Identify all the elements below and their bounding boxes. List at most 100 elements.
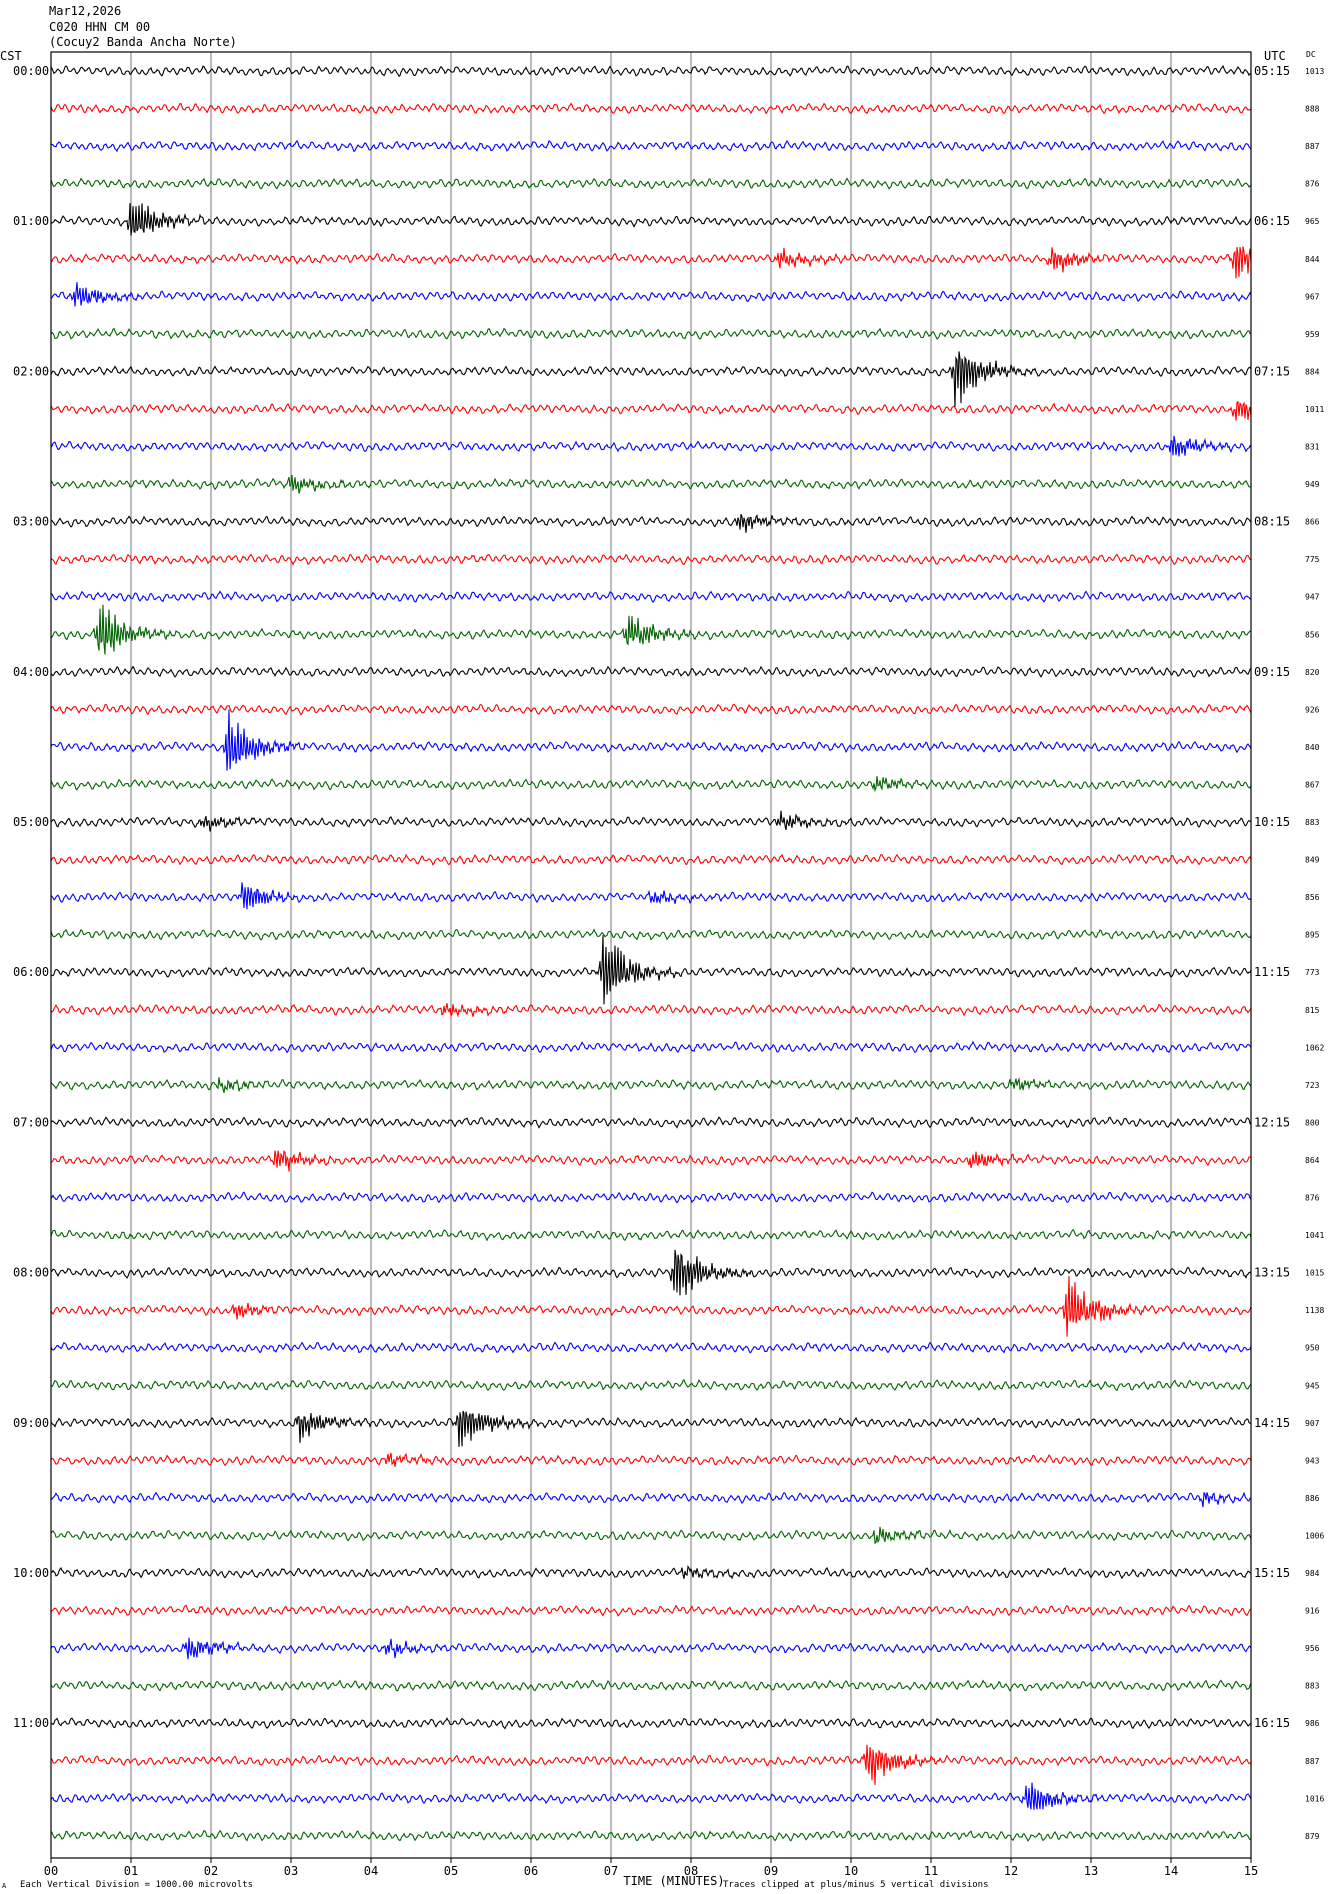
dc-value: 723 [1305,1081,1320,1090]
trace-line [50,1410,1252,1447]
x-tick-label: 09 [764,1864,778,1878]
cst-hour-label: 06:00 [13,965,49,979]
dc-value: 943 [1305,1456,1320,1465]
trace-line [50,1604,1252,1617]
dc-value: 965 [1305,217,1320,226]
trace-line [50,1150,1252,1172]
trace-line [50,514,1252,533]
dc-value: 926 [1305,705,1320,714]
dc-value: 967 [1305,292,1320,301]
x-tick-label: 04 [364,1864,378,1878]
dc-value: 876 [1305,180,1320,189]
trace-line [50,64,1252,78]
dc-value: 887 [1305,1757,1320,1766]
dc-value: 986 [1305,1719,1320,1728]
dc-value: 867 [1305,780,1320,789]
trace-line [50,853,1252,866]
dc-value: 883 [1305,1682,1320,1691]
dc-value: 884 [1305,367,1320,376]
dc-value: 866 [1305,518,1320,527]
utc-hour-label: 14:15 [1254,1416,1290,1430]
corner-mark: A [2,1882,7,1890]
dc-value: 831 [1305,443,1320,452]
trace-line [50,1452,1252,1467]
trace-group [50,64,1252,1842]
dc-value: 916 [1305,1607,1320,1616]
cst-hour-label: 08:00 [13,1266,49,1280]
trace-line [50,139,1252,153]
dc-value: 1041 [1305,1231,1324,1240]
clip-note: Traces clipped at plus/minus 5 vertical … [723,1880,989,1890]
dc-value: 844 [1305,255,1320,264]
dc-value: 876 [1305,1194,1320,1203]
trace-line [50,1341,1252,1354]
utc-hour-label: 05:15 [1254,64,1290,78]
trace-line [50,400,1252,421]
x-tick-label: 12 [1004,1864,1018,1878]
trace-line [50,1744,1252,1785]
dc-value: 959 [1305,330,1320,339]
trace-line [50,1191,1252,1204]
trace-line [50,351,1252,407]
utc-hour-label: 07:15 [1254,364,1290,378]
cst-hour-label: 09:00 [13,1416,49,1430]
scale-note: Each Vertical Division = 1000.00 microvo… [20,1880,253,1890]
trace-line [50,810,1252,832]
trace-line [50,327,1252,340]
x-tick-label: 07 [604,1864,618,1878]
cst-label: CST [0,49,22,63]
dc-value: 856 [1305,630,1320,639]
dc-value: 883 [1305,818,1320,827]
trace-line [50,1637,1252,1660]
trace-line [50,709,1252,771]
x-tick-label: 14 [1164,1864,1178,1878]
x-tick-label: 15 [1244,1864,1258,1878]
x-tick-label: 05 [444,1864,458,1878]
cst-hour-label: 11:00 [13,1716,49,1730]
trace-line [50,1565,1252,1580]
x-axis-label: TIME (MINUTES) [623,1874,724,1888]
trace-line [50,1003,1252,1018]
x-tick-label: 01 [124,1864,138,1878]
x-tick-label: 02 [204,1864,218,1878]
trace-line [50,1116,1252,1129]
utc-hour-label: 10:15 [1254,815,1290,829]
plot-frame [50,51,1252,1859]
dc-value: 856 [1305,893,1320,902]
utc-hour-label: 12:15 [1254,1115,1290,1129]
trace-line [50,553,1252,566]
utc-hour-label: 11:15 [1254,965,1290,979]
trace-line [50,1077,1252,1093]
utc-hour-label: 16:15 [1254,1716,1290,1730]
dc-value: 800 [1305,1118,1320,1127]
dc-value: 895 [1305,931,1320,940]
dc-value: 950 [1305,1344,1320,1353]
trace-line [50,1526,1252,1545]
trace-line [50,475,1252,494]
dc-value: 1016 [1305,1794,1324,1803]
trace-line [50,935,1252,1005]
dc-value: 887 [1305,142,1320,151]
trace-line [50,1378,1252,1392]
header-network: (Cocuy2 Banda Ancha Norte) [49,35,237,49]
header-date: Mar12,2026 [49,4,122,18]
dc-value: 773 [1305,968,1320,977]
dc-value: 775 [1305,555,1320,564]
trace-line [50,435,1252,457]
dc-value: 820 [1305,668,1320,677]
trace-line [50,1228,1252,1242]
x-tick-label: 13 [1084,1864,1098,1878]
dc-value: 886 [1305,1494,1320,1503]
trace-line [50,1249,1252,1296]
dc-value: 1006 [1305,1531,1324,1540]
utc-hour-label: 08:15 [1254,515,1290,529]
dc-value: 849 [1305,856,1320,865]
trace-line [50,102,1252,115]
x-tick-label: 11 [924,1864,938,1878]
dc-value: 947 [1305,593,1320,602]
dc-value: 879 [1305,1832,1320,1841]
cst-hour-label: 02:00 [13,364,49,378]
trace-line [50,665,1252,678]
cst-hour-label: 00:00 [13,64,49,78]
